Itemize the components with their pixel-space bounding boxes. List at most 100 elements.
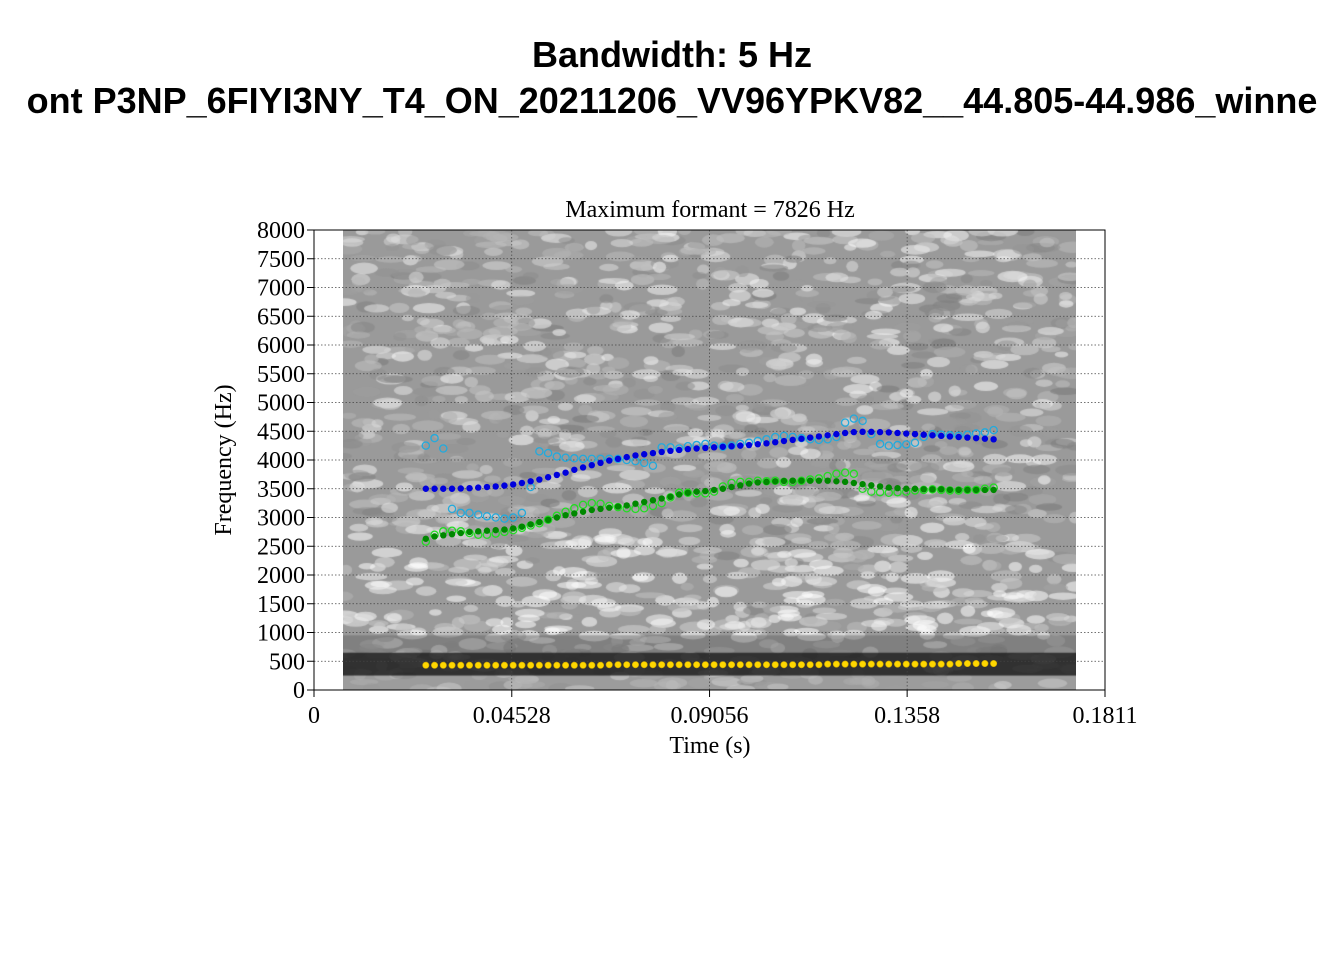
formant-point bbox=[457, 485, 464, 492]
formant-point bbox=[571, 466, 578, 473]
formant-point bbox=[920, 660, 928, 668]
formant-point bbox=[754, 661, 762, 669]
formant-point bbox=[938, 486, 945, 493]
formant-point bbox=[623, 661, 631, 669]
formant-point bbox=[641, 451, 648, 458]
formant-point bbox=[719, 661, 727, 669]
formant-point bbox=[632, 500, 639, 507]
formant-point bbox=[693, 488, 700, 495]
formant-point bbox=[850, 479, 858, 487]
formant-point bbox=[902, 660, 910, 668]
formant-point bbox=[649, 661, 657, 669]
formant-point bbox=[570, 661, 578, 669]
formant-point bbox=[990, 436, 997, 443]
y-tick-label: 2000 bbox=[257, 563, 305, 589]
y-tick-label: 5500 bbox=[257, 362, 305, 388]
formant-point bbox=[570, 454, 579, 463]
chart-title-filename: ont P3NP_6FIYI3NY_T4_ON_20211206_VV96YPK… bbox=[26, 80, 1318, 121]
formant-point bbox=[544, 516, 552, 523]
formant-point bbox=[535, 661, 543, 669]
formant-point bbox=[893, 440, 902, 450]
formant-point bbox=[989, 425, 998, 435]
formant-point bbox=[763, 478, 770, 486]
formant-point bbox=[797, 661, 805, 669]
y-tick-label: 4000 bbox=[257, 448, 305, 474]
formant-point bbox=[578, 500, 588, 510]
formant-point bbox=[552, 452, 562, 461]
formant-point bbox=[832, 469, 841, 479]
formant-point bbox=[606, 457, 613, 464]
formant-point bbox=[972, 434, 980, 442]
formant-point bbox=[509, 481, 517, 488]
formant-point bbox=[841, 478, 849, 486]
formant-point bbox=[658, 448, 665, 456]
formant-point bbox=[824, 660, 832, 668]
formant-point bbox=[849, 469, 859, 479]
formant-point bbox=[815, 477, 823, 484]
formant-point bbox=[693, 661, 701, 669]
formant-point bbox=[875, 439, 885, 449]
formant-point bbox=[431, 661, 439, 669]
formant-point bbox=[508, 513, 518, 522]
formant-point bbox=[894, 484, 901, 492]
formant-point bbox=[597, 459, 604, 467]
formant-point bbox=[981, 660, 989, 668]
formant-point bbox=[920, 431, 927, 438]
formant-point bbox=[762, 661, 770, 669]
formant-point bbox=[614, 455, 622, 463]
formant-point bbox=[492, 661, 500, 669]
formant-point bbox=[483, 483, 491, 491]
formant-point bbox=[536, 518, 543, 526]
formant-point bbox=[527, 521, 534, 528]
formant-point bbox=[963, 485, 972, 495]
formant-point bbox=[929, 432, 936, 439]
formant-point bbox=[440, 532, 447, 539]
formant-point bbox=[806, 477, 814, 484]
formant-point bbox=[981, 435, 989, 442]
formant-point bbox=[518, 661, 526, 669]
formant-point bbox=[920, 486, 927, 493]
formant-point bbox=[473, 510, 483, 519]
formant-point bbox=[754, 440, 761, 448]
y-tick-label: 2500 bbox=[257, 534, 305, 560]
formant-point bbox=[684, 489, 692, 496]
formant-point bbox=[641, 498, 648, 506]
formant-point bbox=[518, 479, 526, 487]
formant-point bbox=[491, 513, 500, 522]
formant-point bbox=[728, 483, 735, 491]
formant-point bbox=[614, 503, 622, 510]
formant-point bbox=[667, 493, 674, 500]
formant-point bbox=[439, 661, 447, 669]
formant-point bbox=[780, 437, 788, 445]
formant-point bbox=[719, 485, 727, 492]
formant-point bbox=[884, 441, 894, 450]
formant-point bbox=[579, 661, 587, 669]
formant-point bbox=[885, 429, 892, 436]
formant-point bbox=[910, 438, 920, 447]
formant-point bbox=[824, 432, 831, 439]
formant-point bbox=[518, 523, 526, 530]
x-tick-label: 0.04528 bbox=[473, 703, 551, 729]
formant-point bbox=[448, 485, 456, 492]
x-tick-label: 0.1811 bbox=[1072, 703, 1137, 729]
formant-point bbox=[745, 441, 753, 449]
formant-point bbox=[815, 433, 823, 440]
formant-point bbox=[648, 461, 658, 470]
formant-point bbox=[702, 444, 709, 452]
formant-point bbox=[719, 443, 727, 450]
formant-point bbox=[640, 661, 648, 669]
formant-point bbox=[859, 428, 866, 436]
formant-points bbox=[421, 414, 998, 669]
formant-point bbox=[737, 482, 744, 489]
formant-point bbox=[840, 418, 850, 427]
formant-point bbox=[903, 430, 910, 437]
formant-point bbox=[457, 529, 464, 537]
formant-point bbox=[903, 485, 910, 492]
formant-point bbox=[666, 661, 674, 669]
formant-point bbox=[754, 479, 761, 486]
formant-point bbox=[440, 485, 447, 492]
formant-point bbox=[990, 486, 997, 494]
formant-point bbox=[421, 441, 431, 450]
series-f1 bbox=[422, 660, 998, 669]
formant-point bbox=[702, 487, 709, 495]
